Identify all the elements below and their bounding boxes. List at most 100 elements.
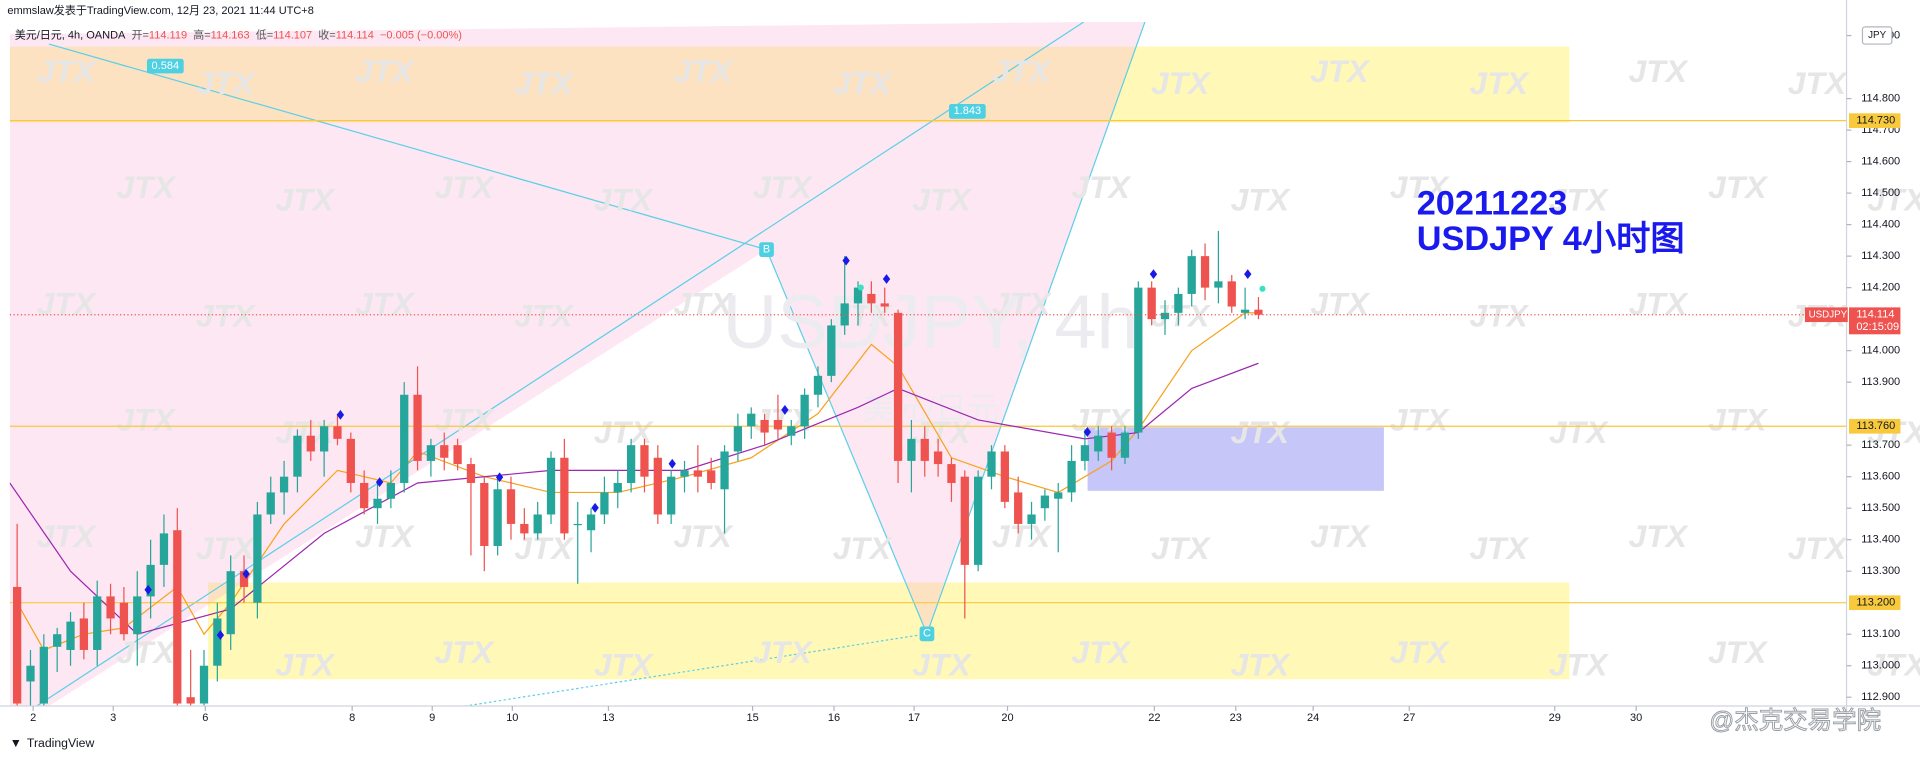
watermark: JTX [1788,530,1848,566]
watermark: JTX [116,169,176,205]
y-tick-label: 113.500 [1861,502,1900,514]
marker [336,409,345,420]
x-tick-label: 23 [1230,712,1242,724]
x-tick-label: 6 [202,712,208,724]
y-tick-label: 114.000 [1861,345,1900,357]
watermark-symbol: USDJPY, 4h [722,280,1138,365]
candle-body [426,445,436,461]
x-tick-label: 2 [30,712,36,724]
y-tick-label: 114.600 [1861,156,1900,168]
watermark: JTX [753,169,813,205]
watermark: JTX [1469,298,1529,334]
watermark: JTX [673,53,733,89]
candle-body [573,523,582,526]
symbol-tag [1804,307,1848,323]
y-tick-label: 113.300 [1861,565,1900,577]
harmonic-pattern [9,22,1146,707]
pattern-leg [48,43,767,251]
candle-body [520,523,529,534]
candle-body [960,476,969,565]
candle-body [560,457,569,534]
watermark: JTX [1549,414,1609,450]
candle-body [1040,495,1050,509]
watermark: JTX [912,181,972,217]
signal-markers [144,255,1266,640]
candle-body [827,325,836,376]
zone [208,582,1570,680]
marker [857,284,864,291]
candle-body [413,394,422,461]
candle-body [279,476,289,493]
watermark: JTX [753,634,813,670]
y-tick-label: 114.300 [1861,250,1900,262]
candle-body [293,435,302,477]
watermark: JTX [276,646,336,682]
candle-body [1160,312,1170,320]
legend-label: 低= [256,28,273,41]
label-box [146,58,184,74]
candle-body [1134,287,1143,433]
candle-body [199,665,209,704]
level-tag [1848,418,1901,434]
watermark: JTX [992,53,1052,89]
candle-body [533,514,542,534]
brand: TradingView [27,736,95,750]
x-tick-label: 15 [746,712,758,724]
candle-body [79,618,89,650]
legend-value: 114.119 [149,29,187,41]
x-tick-label: 29 [1549,712,1561,724]
watermark: JTX [833,65,893,101]
pattern-area [766,22,1145,634]
watermark: JTX [196,530,256,566]
candle-body [1200,256,1210,288]
candle-body [1227,281,1236,307]
label-box [948,104,986,119]
marker [1083,427,1092,437]
candle-body [987,451,996,477]
y-tick-label: 113.100 [1861,628,1900,640]
credit: @杰克交易学院 [1709,706,1881,734]
watermark: JTX [1390,402,1450,438]
candle-body [600,492,609,515]
watermark: JTX [1310,53,1370,89]
candle-body [1094,435,1103,452]
candle-body [39,646,48,704]
watermark: JTX [435,169,495,205]
watermark: JTX [594,181,654,217]
candle-body [667,476,676,515]
pattern-leg [36,22,1085,707]
y-tick-label: 113.700 [1861,439,1900,451]
watermark: JTX [1549,181,1609,217]
candle-body [506,489,516,524]
watermark: JTX [514,65,574,101]
x-tick-label: 27 [1403,712,1415,724]
y-tick-label: 113.400 [1861,534,1900,546]
current-tag [1848,307,1901,335]
watermark: JTX [1629,53,1689,89]
y-tick-label: 113.000 [1861,660,1900,672]
candle-body [853,287,863,304]
y-tick-label: 114.800 [1861,92,1900,104]
watermark: JTX [435,402,495,438]
watermark: JTX [355,53,415,89]
legend-label: 开= [131,29,148,41]
candle-body [12,586,22,704]
x-tick-label: 22 [1148,712,1160,724]
watermark: JTX [1549,646,1609,682]
candle-body [760,419,769,433]
watermark: JTX [1310,285,1370,321]
watermark-name: 美元/日元 [863,391,999,427]
candle-body [1107,432,1116,458]
pattern-point: B [763,244,770,256]
candle-body [974,476,983,565]
watermark: JTX [435,634,495,670]
watermark: JTX [196,65,256,101]
y-tick-label: 114.700 [1861,124,1900,136]
marker [1259,285,1266,292]
watermark: JTX [196,298,256,334]
candle-body [1254,309,1263,315]
watermark: JTX [1151,530,1211,566]
candle-body [907,438,916,461]
candle-body [613,482,622,493]
